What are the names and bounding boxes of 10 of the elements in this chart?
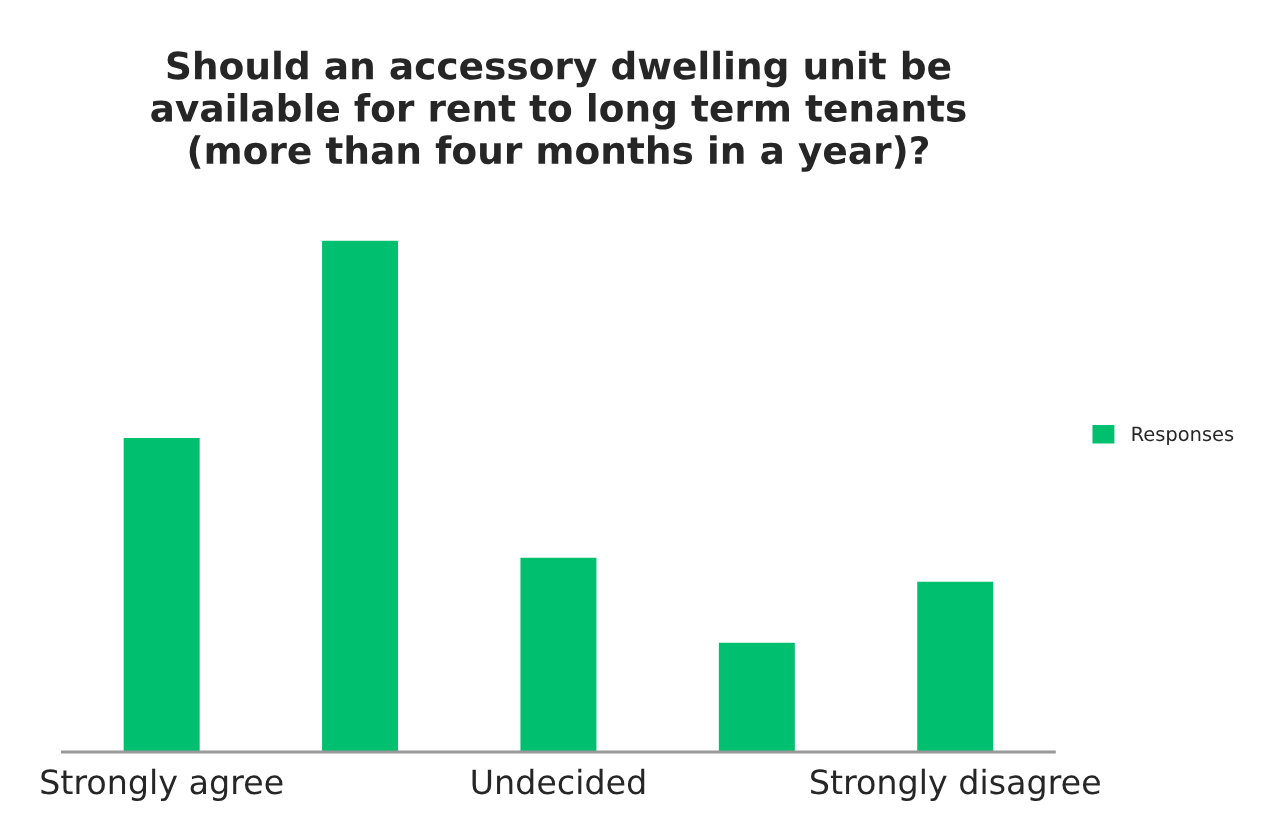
bar <box>122 436 202 752</box>
x-tick-label: Strongly agree <box>41 768 283 801</box>
bar <box>717 641 797 752</box>
bar <box>320 240 400 752</box>
bar <box>519 556 598 752</box>
x-tick-label: Undecided <box>472 768 645 795</box>
legend-label: Responses <box>1132 426 1234 445</box>
bar <box>915 580 995 752</box>
chart-title: Should an accessory dwelling unit be available for rent to long term tenants (more than four months in a year)? <box>151 50 966 172</box>
x-tick-label: Strongly disagree <box>811 768 1100 801</box>
